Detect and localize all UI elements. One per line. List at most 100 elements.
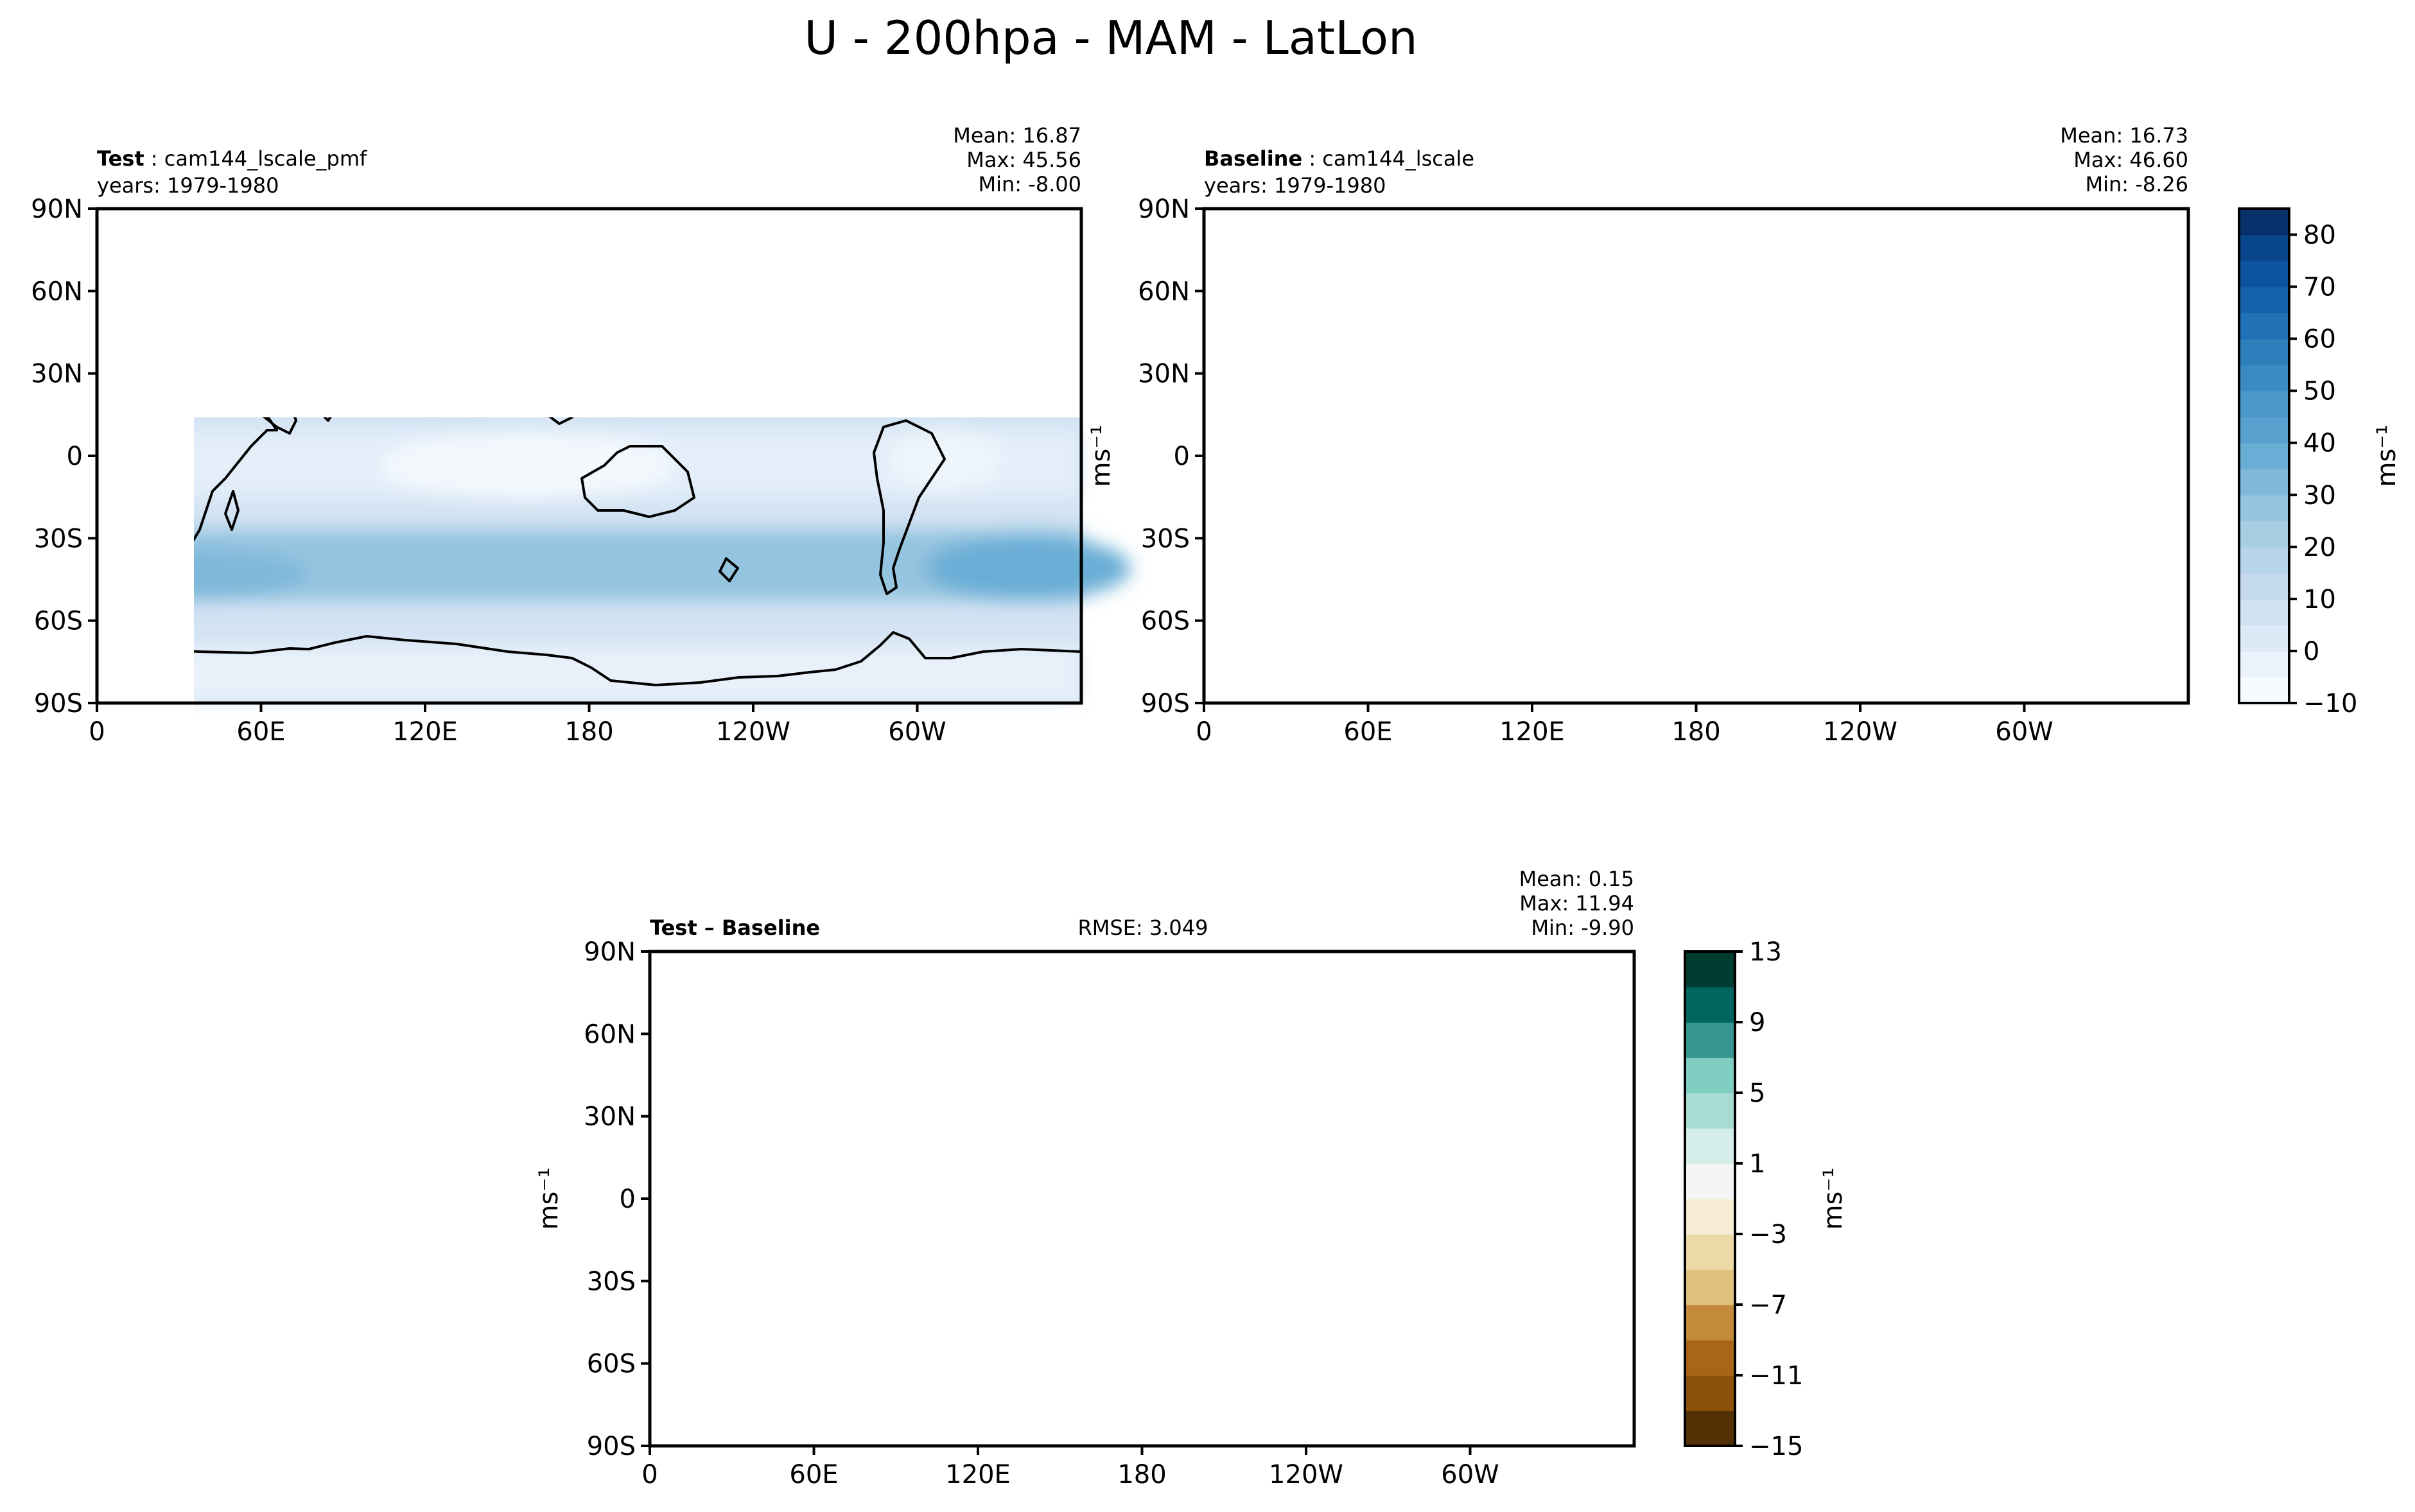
band-polar-north bbox=[1204, 209, 2188, 260]
colorbar-diff: −15 −11 −7 −3 1 5 9 13 bbox=[1684, 937, 1803, 1461]
colorbar-swatch bbox=[2239, 234, 2289, 261]
ytick-label: 0 bbox=[620, 1185, 636, 1214]
figure-title: U - 200hpa - MAM - LatLon bbox=[804, 11, 1417, 65]
colorbar-swatch bbox=[1685, 1199, 1735, 1235]
arctic-positive-core bbox=[663, 961, 868, 1000]
ytick-label: 30N bbox=[1138, 360, 1190, 389]
colorbar-tick-label: 10 bbox=[2303, 585, 2336, 614]
colorbar-swatch bbox=[1685, 1234, 1735, 1270]
rmse-diff: RMSE: 3.049 bbox=[1078, 916, 1208, 940]
ytick-label: 90N bbox=[31, 195, 83, 224]
tropical-negative-1 bbox=[823, 1247, 964, 1285]
indonesia-positive bbox=[926, 1221, 1157, 1285]
pacific-negative-2 bbox=[977, 1041, 1067, 1080]
xtick-label: 120W bbox=[1823, 717, 1897, 747]
colorbar-swatch bbox=[2239, 286, 2289, 313]
tropical-positive-1 bbox=[842, 1199, 997, 1244]
colorbar-swatch bbox=[2239, 494, 2289, 522]
band-subtropical-jet-south bbox=[1204, 530, 2188, 600]
xtick-label: 60E bbox=[789, 1460, 838, 1490]
stat-min-baseline: Min: -8.26 bbox=[2085, 172, 2188, 196]
label-bold: Test bbox=[97, 146, 144, 171]
label-sep: : bbox=[144, 146, 164, 171]
field-bg bbox=[650, 952, 1634, 1446]
south-atlantic-positive bbox=[1491, 1266, 1645, 1317]
stat-mean-test: Mean: 16.87 bbox=[953, 123, 1081, 148]
warm-pool-easterlies bbox=[379, 430, 675, 501]
jet-core-africa bbox=[1165, 347, 1345, 398]
xtick-label: 120E bbox=[1499, 717, 1565, 747]
ytick-label: 60N bbox=[1138, 277, 1190, 306]
colorbar-swatch bbox=[2239, 573, 2289, 600]
colorbar-swatch bbox=[2239, 209, 2289, 236]
jet-core-pacific bbox=[1435, 311, 1872, 382]
band-subtropical-jet-north bbox=[97, 318, 1081, 388]
label-sep: : bbox=[1302, 146, 1322, 171]
stat-max-baseline: Max: 46.60 bbox=[2073, 148, 2188, 172]
colorbar-outline bbox=[1684, 950, 1736, 1447]
southern-jet-core bbox=[925, 536, 1131, 600]
jet-core-atlantic bbox=[1859, 331, 2077, 388]
colorbar-tick-label: −3 bbox=[1749, 1220, 1787, 1249]
band-polar-south bbox=[1204, 645, 2188, 703]
colorbar-swatch bbox=[1685, 1093, 1735, 1129]
ytick-label: 30S bbox=[34, 524, 83, 553]
ytick-label: 60S bbox=[587, 1350, 636, 1379]
colorbar-tick-label: −11 bbox=[1749, 1361, 1803, 1391]
xtick-label: 120W bbox=[716, 717, 790, 747]
colorbar-swatch bbox=[2239, 442, 2289, 470]
colorbar-swatch bbox=[1685, 1057, 1735, 1093]
stat-mean-diff: Mean: 0.15 bbox=[1519, 867, 1634, 891]
ytick-label: 30S bbox=[587, 1267, 636, 1296]
colorbar-tick-label: 80 bbox=[2303, 221, 2336, 250]
jet-core-atlantic bbox=[733, 331, 964, 395]
coastlines-baseline bbox=[1204, 231, 2188, 685]
ytick-label: 90N bbox=[1138, 195, 1190, 224]
colorbar-swatch bbox=[1685, 1128, 1735, 1164]
label-rest: cam144_lscale_pmf bbox=[164, 146, 367, 171]
stat-min-diff: Min: -9.90 bbox=[1531, 916, 1634, 940]
field-bg bbox=[1204, 209, 2188, 703]
jet-core-africa bbox=[78, 347, 245, 398]
ytick-label: 30S bbox=[1141, 524, 1190, 553]
stat-min-test: Min: -8.00 bbox=[978, 172, 1081, 196]
colorbar-tick-label: −10 bbox=[2303, 689, 2357, 718]
colorbar-swatch bbox=[1685, 1022, 1735, 1058]
colorbar-swatch bbox=[2239, 313, 2289, 340]
colorbar-main-label: ms⁻¹ bbox=[2372, 425, 2402, 487]
south-pacific-negative bbox=[1241, 1228, 1343, 1266]
map-field-test bbox=[78, 318, 1131, 703]
ytick-label: 60N bbox=[31, 277, 83, 306]
colorbar-swatch bbox=[2239, 625, 2289, 652]
xtick-label: 60W bbox=[888, 717, 946, 747]
colorbar-swatch bbox=[1685, 987, 1735, 1023]
colorbar-swatch bbox=[2239, 365, 2289, 392]
xtick-label: 60E bbox=[1343, 717, 1392, 747]
southern-ocean-negative-1 bbox=[631, 1298, 862, 1350]
colorbar-swatch bbox=[2239, 521, 2289, 548]
colorbar-tick-label: 13 bbox=[1749, 937, 1782, 967]
xtick-label: 60W bbox=[1995, 717, 2053, 747]
kuroshio-negative-core bbox=[1086, 1054, 1228, 1086]
xtick-label: 180 bbox=[1117, 1460, 1166, 1490]
ytick-label: 0 bbox=[67, 442, 83, 471]
arctic-positive bbox=[650, 958, 1634, 1003]
xtick-label: 0 bbox=[89, 717, 105, 747]
panel-label-test: Test : cam144_lscale_pmf bbox=[97, 146, 367, 171]
coastlines-diff bbox=[650, 974, 1634, 1428]
ytick-label: 60N bbox=[584, 1020, 636, 1049]
colorbar-main: −10 0 10 20 30 40 50 60 70 80 bbox=[2238, 207, 2357, 718]
xtick-label: 120W bbox=[1269, 1460, 1343, 1490]
xaxis-diff: 0 60E 120E 180 120W 60W bbox=[641, 1446, 1499, 1490]
panel-label-diff: Test – Baseline bbox=[650, 916, 820, 940]
colorbar-tick-label: 0 bbox=[2303, 637, 2319, 666]
colorbar-swatch bbox=[2239, 338, 2289, 365]
stat-max-test: Max: 45.56 bbox=[966, 148, 1081, 172]
ytick-label: 30N bbox=[584, 1102, 636, 1132]
colorbar-swatch bbox=[1685, 1305, 1735, 1341]
map-field-diff bbox=[631, 952, 1645, 1446]
ytick-label: 0 bbox=[1174, 442, 1190, 471]
yaxis-baseline: 90N 60N 30N 0 30S 60S 90S bbox=[1138, 195, 1204, 718]
band-tropics bbox=[1204, 430, 2188, 498]
warm-pool-easterlies bbox=[1461, 427, 1743, 498]
